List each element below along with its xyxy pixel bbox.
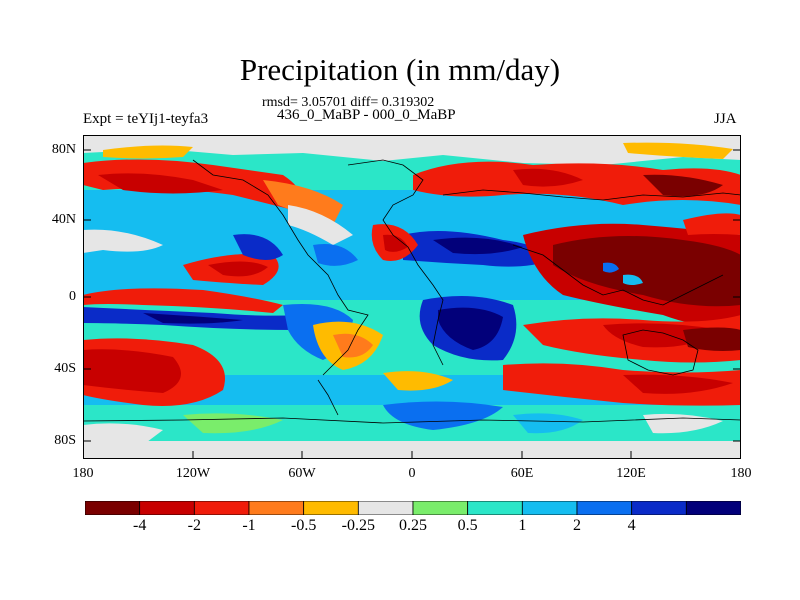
lon-label: 120W <box>175 466 211 481</box>
colorbar-swatch <box>631 501 687 515</box>
colorbar-swatch <box>248 501 305 515</box>
lon-label: 180 <box>72 466 94 481</box>
lat-label: 0 <box>69 289 76 304</box>
colorbar-swatch <box>521 501 578 515</box>
colorbar-label: 2 <box>573 517 581 534</box>
plot-title: Precipitation (in mm/day) <box>239 52 561 87</box>
colorbar-label: 0.5 <box>457 517 478 534</box>
colorbar-label: 0.25 <box>399 517 427 534</box>
colorbar-label: 1 <box>518 517 527 534</box>
colorbar-swatch <box>357 501 414 515</box>
season-label: JJA <box>714 111 737 127</box>
colorbar-label: 4 <box>627 517 636 534</box>
period-text: 436_0_MaBP - 000_0_MaBP <box>277 107 456 123</box>
colorbar-swatch <box>685 501 741 515</box>
colorbar-label: -0.5 <box>290 517 317 534</box>
colorbar-swatch <box>193 501 250 515</box>
colorbar-swatch <box>139 501 195 515</box>
colorbar-label: -2 <box>187 517 201 534</box>
lon-label: 120E <box>616 466 646 481</box>
colorbar-swatch <box>85 501 141 515</box>
colorbar-label: -1 <box>242 517 256 534</box>
lat-label: 40S <box>54 361 76 376</box>
lat-label: 40N <box>51 212 76 227</box>
colorbar-swatch <box>467 501 523 515</box>
colorbar-swatch <box>303 501 359 515</box>
precipitation-map <box>83 135 741 459</box>
lat-label: 80N <box>51 142 76 157</box>
lat-label: 80S <box>54 433 76 448</box>
colorbar-swatch <box>576 501 633 515</box>
lon-label: 0 <box>408 466 416 481</box>
stats-text: rmsd= 3.05701 diff= 0.319302 <box>262 95 435 110</box>
lon-label: 180 <box>730 466 752 481</box>
colorbar-swatch <box>412 501 469 515</box>
lon-label: 60E <box>510 466 534 481</box>
experiment-label: Expt = teYIj1-teyfa3 <box>83 111 209 127</box>
coastlines <box>83 159 741 424</box>
map-field <box>83 135 741 459</box>
colorbar <box>85 501 741 515</box>
colorbar-label: -4 <box>132 517 147 534</box>
colorbar-label: -0.25 <box>341 517 375 534</box>
axis-ticks <box>83 149 741 459</box>
lon-label: 60W <box>288 466 316 481</box>
